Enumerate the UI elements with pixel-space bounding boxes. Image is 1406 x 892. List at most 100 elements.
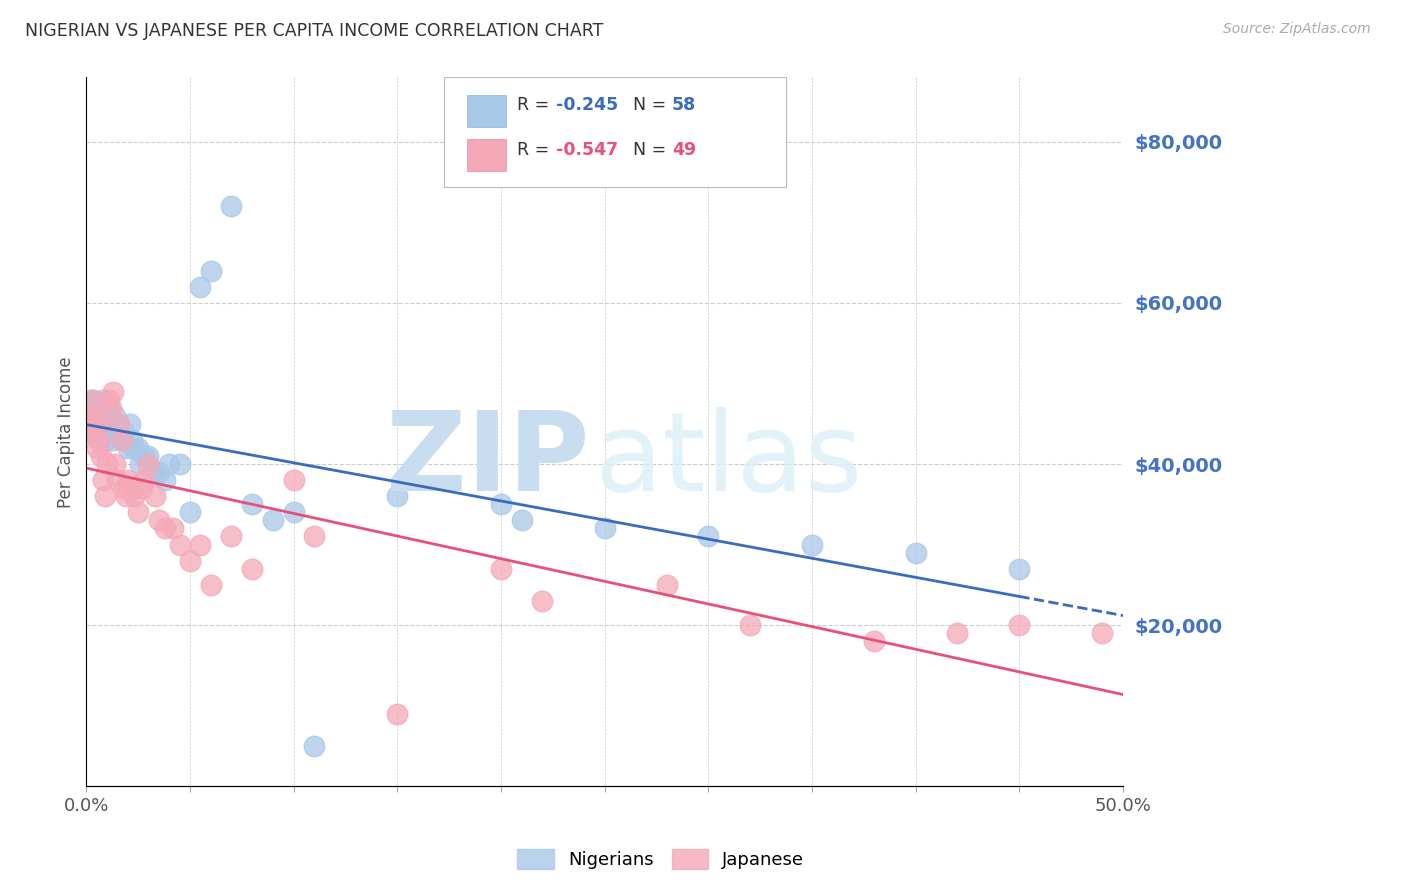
Point <box>79 417 101 431</box>
Point <box>108 417 131 431</box>
Point <box>122 489 145 503</box>
Point <box>138 449 160 463</box>
Point <box>655 578 678 592</box>
Point <box>87 417 110 431</box>
Point <box>91 392 114 407</box>
Point <box>188 280 211 294</box>
Point <box>86 441 108 455</box>
Point <box>117 473 139 487</box>
Point <box>90 425 112 439</box>
Text: R =: R = <box>516 141 554 159</box>
Point <box>1008 562 1031 576</box>
Point <box>112 481 135 495</box>
Point <box>593 521 616 535</box>
Point <box>143 489 166 503</box>
Point <box>96 401 118 415</box>
Point <box>82 409 104 423</box>
Point <box>1008 618 1031 632</box>
Point <box>134 473 156 487</box>
Text: Source: ZipAtlas.com: Source: ZipAtlas.com <box>1223 22 1371 37</box>
Point <box>179 505 201 519</box>
Point <box>91 409 114 423</box>
Point <box>114 489 136 503</box>
Point <box>121 433 143 447</box>
Point <box>79 392 101 407</box>
Point <box>103 433 125 447</box>
Point <box>489 497 512 511</box>
Point <box>531 594 554 608</box>
Point <box>87 417 110 431</box>
Point <box>94 417 117 431</box>
Point <box>77 409 100 423</box>
Point <box>82 392 104 407</box>
Point <box>86 425 108 439</box>
Text: -0.547: -0.547 <box>555 141 619 159</box>
Point <box>82 409 104 423</box>
Point <box>304 739 326 753</box>
Point <box>169 457 191 471</box>
Point <box>82 392 104 407</box>
Point <box>169 537 191 551</box>
Point <box>240 562 263 576</box>
Point <box>94 489 117 503</box>
Point <box>200 264 222 278</box>
Point <box>200 578 222 592</box>
Point <box>863 634 886 648</box>
FancyBboxPatch shape <box>444 78 786 187</box>
Point <box>91 473 114 487</box>
Text: N =: N = <box>633 95 672 113</box>
Point <box>134 449 156 463</box>
Point <box>90 449 112 463</box>
Point <box>122 441 145 455</box>
Point <box>262 513 284 527</box>
Point <box>1091 626 1114 640</box>
Text: atlas: atlas <box>595 407 863 514</box>
Text: R =: R = <box>516 95 554 113</box>
Point <box>87 433 110 447</box>
Point <box>179 554 201 568</box>
Point <box>283 473 305 487</box>
Point <box>510 513 533 527</box>
Point <box>162 521 184 535</box>
Point <box>98 392 121 407</box>
Y-axis label: Per Capita Income: Per Capita Income <box>58 356 75 508</box>
Point <box>904 545 927 559</box>
Point <box>153 521 176 535</box>
Point <box>83 417 105 431</box>
Point <box>105 425 128 439</box>
Point <box>96 425 118 439</box>
Point <box>221 199 243 213</box>
Point <box>946 626 969 640</box>
Point <box>83 417 105 431</box>
Point <box>100 401 122 415</box>
Point <box>112 425 135 439</box>
Point <box>77 409 100 423</box>
Point <box>387 706 409 721</box>
Text: N =: N = <box>633 141 672 159</box>
Text: -0.245: -0.245 <box>555 95 619 113</box>
Point <box>100 417 122 431</box>
Point <box>103 384 125 399</box>
Point <box>148 513 170 527</box>
Point <box>83 425 105 439</box>
Point <box>489 562 512 576</box>
Point <box>142 465 165 479</box>
Point <box>127 505 149 519</box>
Point <box>129 457 152 471</box>
Point <box>188 537 211 551</box>
Text: 58: 58 <box>672 95 696 113</box>
Point <box>117 441 139 455</box>
Point <box>304 529 326 543</box>
Point <box>127 441 149 455</box>
Point <box>105 473 128 487</box>
Point <box>121 481 143 495</box>
Point <box>86 409 108 423</box>
Point <box>104 457 127 471</box>
Point <box>240 497 263 511</box>
Point <box>387 489 409 503</box>
Bar <box>467 95 506 127</box>
Point <box>283 505 305 519</box>
Point <box>801 537 824 551</box>
Point <box>87 401 110 415</box>
Point <box>108 417 131 431</box>
